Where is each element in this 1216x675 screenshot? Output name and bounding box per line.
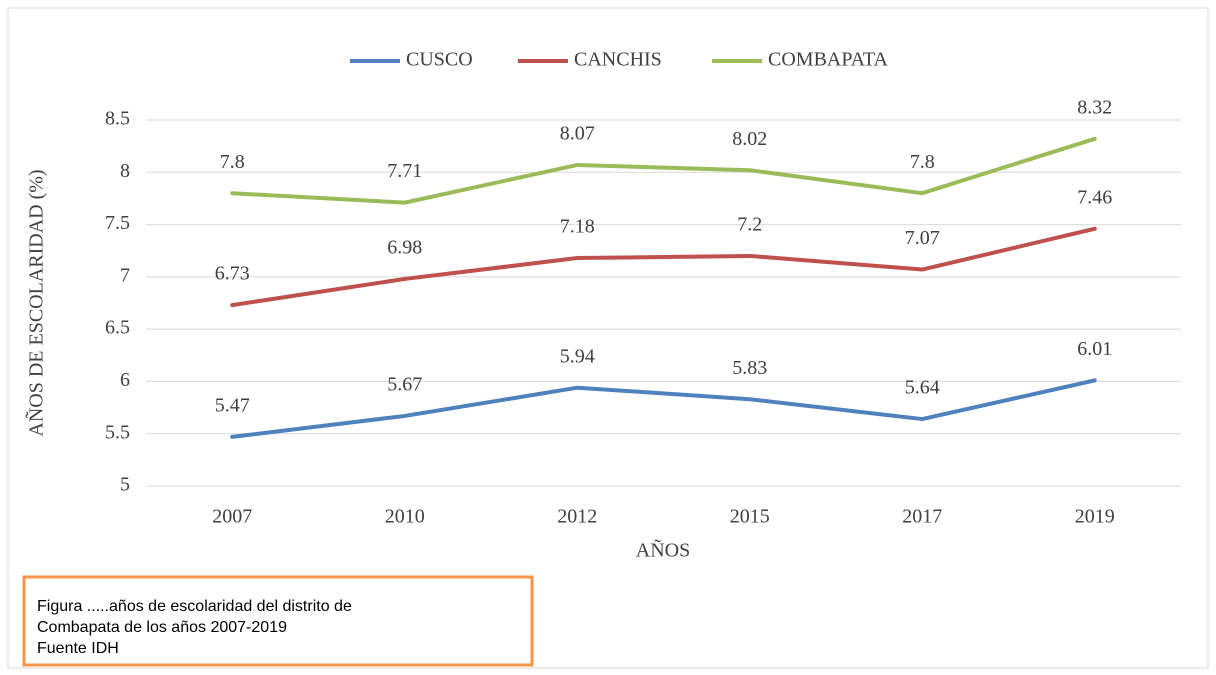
data-label: 7.07	[905, 227, 940, 249]
data-label: 5.94	[560, 345, 595, 367]
data-label: 8.07	[560, 123, 595, 145]
chart-border	[7, 7, 1209, 669]
data-label: 6.98	[387, 237, 422, 259]
caption-line: Combapata de los años 2007-2019	[37, 619, 287, 636]
data-label: 7.8	[220, 151, 245, 173]
data-label: 8.02	[732, 128, 767, 150]
data-label: 7.18	[560, 216, 595, 238]
data-label: 7.2	[737, 214, 762, 236]
x-tick-label: 2015	[730, 506, 770, 528]
caption-box	[22, 575, 534, 667]
legend-label: CANCHIS	[574, 49, 662, 71]
series-line	[230, 226, 1097, 308]
caption-line: Figura .....años de escolaridad del dist…	[37, 598, 352, 615]
data-label: 6.73	[215, 263, 250, 285]
y-tick-label: 8.5	[105, 108, 130, 130]
y-tick-label: 5.5	[105, 421, 130, 443]
y-tick-label: 7	[120, 264, 130, 286]
data-label: 6.01	[1077, 338, 1112, 360]
y-tick-label: 5	[120, 474, 130, 496]
data-label: 8.32	[1077, 96, 1112, 118]
caption-line: Fuente IDH	[37, 640, 119, 657]
y-tick-label: 7.5	[105, 212, 130, 234]
x-axis-title: AÑOS	[636, 538, 690, 562]
legend-label: COMBAPATA	[768, 49, 888, 71]
y-tick-label: 6	[120, 369, 130, 391]
data-label: 7.8	[910, 151, 935, 173]
x-tick-label: 2007	[212, 506, 252, 528]
data-label: 5.83	[732, 357, 767, 379]
y-axis-title: AÑOS DE ESCOLARIDAD (%)	[24, 169, 48, 436]
x-tick-label: 2019	[1075, 506, 1115, 528]
data-label: 5.67	[387, 374, 422, 396]
x-tick-label: 2010	[385, 506, 425, 528]
data-label: 5.47	[215, 394, 250, 416]
x-tick-label: 2012	[557, 506, 597, 528]
series-line	[230, 378, 1097, 439]
data-label: 7.46	[1077, 186, 1112, 208]
legend-label: CUSCO	[406, 49, 473, 71]
x-tick-label: 2017	[902, 506, 942, 528]
y-tick-label: 8	[120, 160, 130, 182]
data-label: 7.71	[387, 160, 422, 182]
series-line	[230, 136, 1097, 205]
data-label: 5.64	[905, 377, 940, 399]
y-tick-label: 6.5	[105, 317, 130, 339]
